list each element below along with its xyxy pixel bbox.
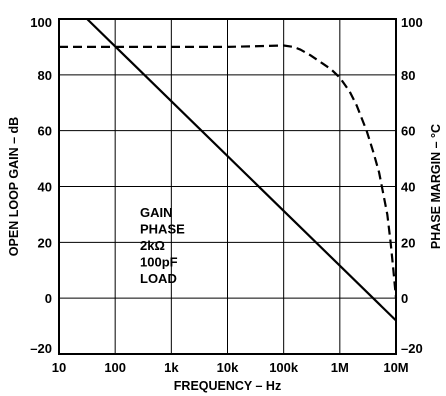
- x-tick-label: 100: [104, 360, 126, 375]
- y-right-tick-label: 100: [401, 15, 423, 30]
- y-left-tick-label: 100: [30, 15, 52, 30]
- plot-frame: [58, 18, 397, 355]
- y-left-tick-label: 40: [38, 180, 52, 195]
- x-tick-label: 1M: [331, 360, 349, 375]
- gain-line: [86, 18, 397, 322]
- phase-line: [59, 44, 398, 299]
- y-right-tick-label: 0: [401, 291, 408, 306]
- y-right-tick-label: 80: [401, 68, 415, 83]
- annotation-line: PHASE: [140, 222, 185, 237]
- y-right-tick-label: 20: [401, 235, 415, 250]
- y-left-tick-label: 20: [38, 235, 52, 250]
- annotation-line: 100pF: [140, 255, 178, 270]
- x-tick-label: 10M: [383, 360, 408, 375]
- y-left-tick-label: 80: [38, 68, 52, 83]
- y-left-tick-label: 0: [45, 291, 52, 306]
- y-axis-right-title: PHASE MARGIN – °C: [429, 124, 443, 249]
- y-right-tick-label: 60: [401, 124, 415, 139]
- x-tick-label: 1k: [164, 360, 179, 375]
- annotation-line: GAIN: [140, 205, 173, 220]
- x-tick-label: 10: [52, 360, 66, 375]
- annotation-line: LOAD: [140, 271, 177, 286]
- y-left-tick-label: –20: [30, 341, 52, 356]
- series-layer: [59, 18, 398, 322]
- y-right-tick-label: –20: [401, 341, 423, 356]
- annotation-line: 2kΩ: [140, 238, 165, 253]
- y-left-tick-label: 60: [38, 124, 52, 139]
- x-tick-label: 100k: [269, 360, 299, 375]
- grid: [59, 19, 396, 354]
- x-axis-title: FREQUENCY – Hz: [174, 379, 281, 393]
- x-tick-label: 10k: [217, 360, 239, 375]
- y-axis-left-title: OPEN LOOP GAIN – dB: [7, 117, 21, 256]
- y-right-tick-label: 40: [401, 180, 415, 195]
- tick-labels: 10 100 1k 10k 100k 1M 10M 100 80 60 40 20 0 –20 100 80 6…: [30, 15, 422, 375]
